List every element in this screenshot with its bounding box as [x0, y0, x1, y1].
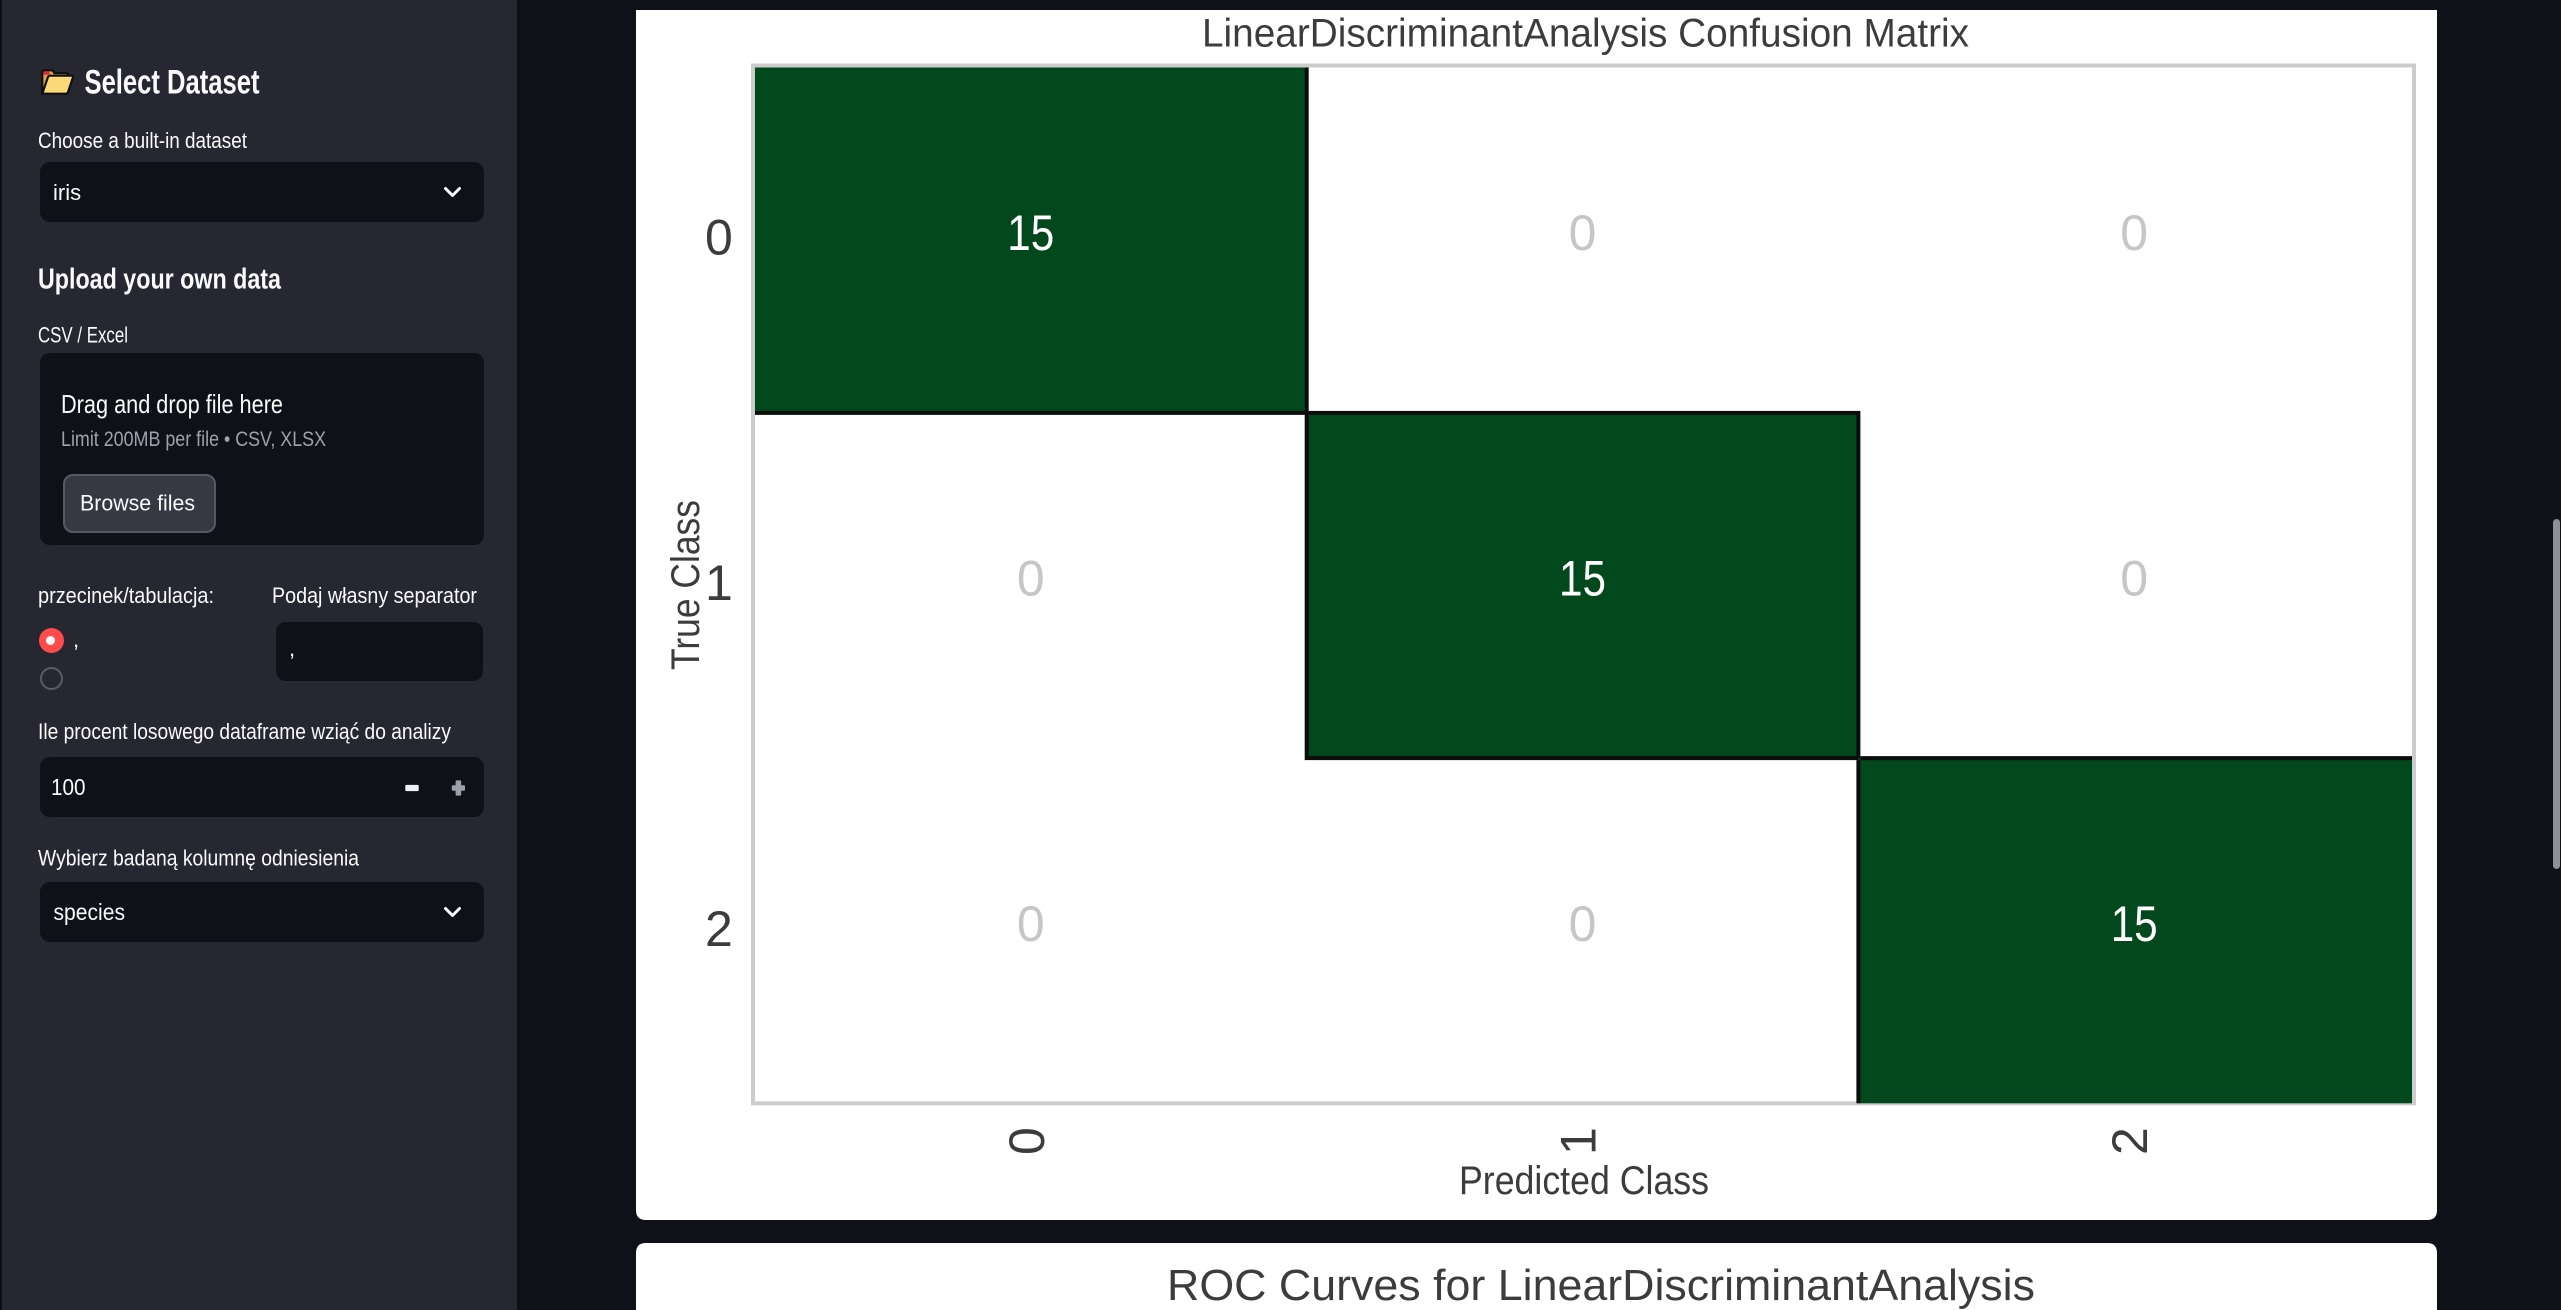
svg-text:Select Dataset: Select Dataset	[85, 64, 260, 102]
svg-text:Wybierz badaną kolumnę odniesi: Wybierz badaną kolumnę odniesienia	[38, 846, 360, 871]
svg-text:0: 0	[705, 210, 733, 266]
svg-text:15: 15	[1007, 205, 1054, 261]
svg-text:0: 0	[1017, 551, 1045, 607]
svg-text:0: 0	[1569, 205, 1597, 261]
svg-text:0: 0	[999, 1127, 1055, 1155]
svg-text:Ile procent losowego dataframe: Ile procent losowego dataframe wziąć do …	[38, 719, 451, 744]
svg-text:15: 15	[2111, 896, 2158, 952]
svg-text:15: 15	[1559, 551, 1606, 607]
svg-text:Drag and drop file here: Drag and drop file here	[61, 389, 283, 419]
svg-text:2: 2	[2102, 1127, 2158, 1155]
svg-text:Predicted Class: Predicted Class	[1459, 1159, 1709, 1203]
svg-text:,: ,	[289, 636, 295, 661]
svg-text:True Class: True Class	[664, 500, 708, 670]
svg-text:przecinek/tabulacja:: przecinek/tabulacja:	[38, 583, 214, 608]
svg-text:ROC Curves for LinearDiscrimin: ROC Curves for LinearDiscriminantAnalysi…	[1167, 1261, 2035, 1310]
svg-text:Limit 200MB per file • CSV, XL: Limit 200MB per file • CSV, XLSX	[61, 428, 326, 451]
svg-text:CSV / Excel: CSV / Excel	[38, 323, 128, 348]
svg-text:1: 1	[1551, 1127, 1607, 1155]
svg-text:1: 1	[705, 555, 733, 611]
svg-text:100: 100	[51, 774, 86, 800]
svg-text:Choose a built-in dataset: Choose a built-in dataset	[38, 128, 247, 153]
svg-text:LinearDiscriminantAnalysis Con: LinearDiscriminantAnalysis Confusion Mat…	[1202, 12, 1969, 56]
svg-text:0: 0	[1017, 896, 1045, 952]
svg-text:,: ,	[73, 627, 79, 652]
svg-text:2: 2	[705, 901, 733, 957]
svg-text:0: 0	[2120, 205, 2148, 261]
svg-text:species: species	[54, 899, 126, 925]
svg-text:Upload your own data: Upload your own data	[38, 264, 282, 296]
svg-text:Podaj własny separator: Podaj własny separator	[272, 583, 477, 608]
svg-text:iris: iris	[53, 180, 81, 205]
svg-text:Browse files: Browse files	[80, 491, 195, 516]
svg-text:0: 0	[2120, 551, 2148, 607]
svg-text:0: 0	[1569, 896, 1597, 952]
